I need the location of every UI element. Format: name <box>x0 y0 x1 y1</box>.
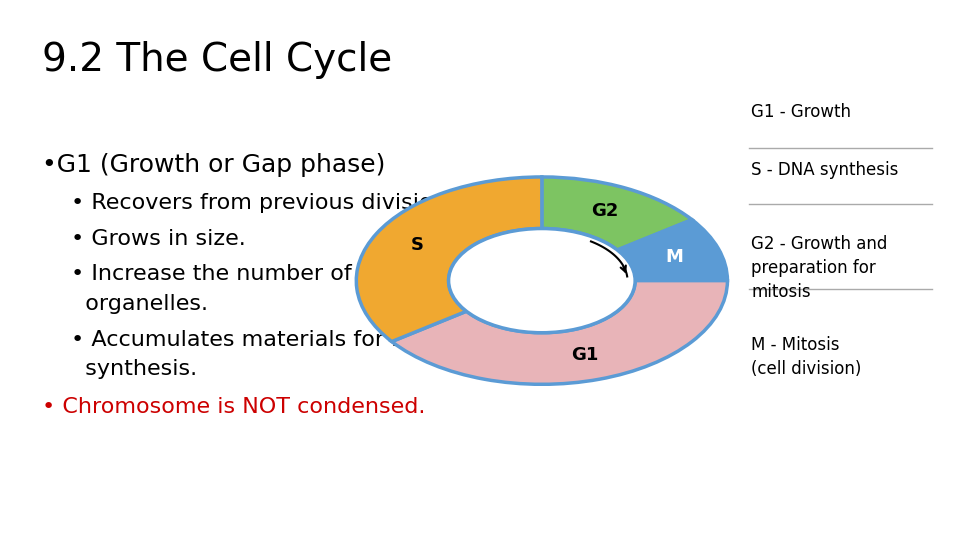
Text: • Increase the number of: • Increase the number of <box>71 264 351 284</box>
Text: S - DNA synthesis: S - DNA synthesis <box>752 161 899 179</box>
Text: • Chromosome is NOT condensed.: • Chromosome is NOT condensed. <box>42 396 425 416</box>
Text: G2: G2 <box>591 202 619 220</box>
Text: • Grows in size.: • Grows in size. <box>71 228 246 248</box>
Text: 9.2 The Cell Cycle: 9.2 The Cell Cycle <box>42 42 393 79</box>
Text: M: M <box>665 247 684 266</box>
Text: S: S <box>411 237 424 254</box>
Text: synthesis.: synthesis. <box>71 359 197 379</box>
Circle shape <box>448 228 636 333</box>
Wedge shape <box>617 220 728 281</box>
Wedge shape <box>392 281 728 384</box>
Text: G1: G1 <box>571 346 599 364</box>
Text: •G1 (Growth or Gap phase): •G1 (Growth or Gap phase) <box>42 153 386 177</box>
Text: • Accumulates materials for DNA: • Accumulates materials for DNA <box>71 329 440 349</box>
Wedge shape <box>541 177 692 250</box>
Text: M - Mitosis
(cell division): M - Mitosis (cell division) <box>752 336 862 378</box>
Wedge shape <box>356 177 541 342</box>
Text: organelles.: organelles. <box>71 294 207 314</box>
Text: G2 - Growth and
preparation for
mitosis: G2 - Growth and preparation for mitosis <box>752 235 888 301</box>
Text: G1 - Growth: G1 - Growth <box>752 103 852 120</box>
Text: • Recovers from previous division: • Recovers from previous division <box>71 193 446 213</box>
